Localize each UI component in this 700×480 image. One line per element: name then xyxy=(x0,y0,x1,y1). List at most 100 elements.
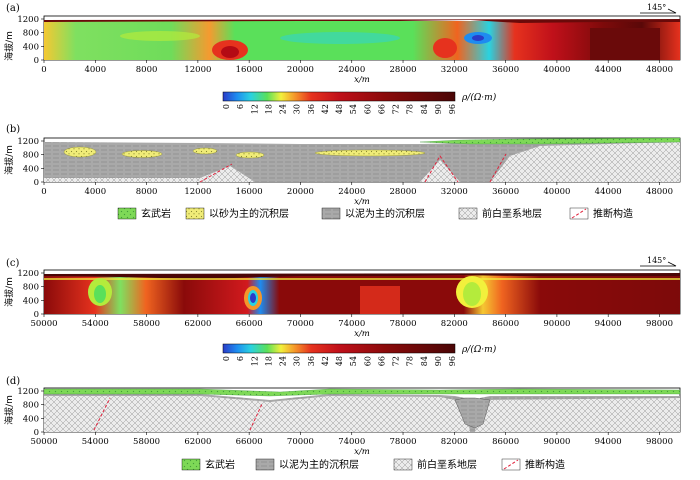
colorbar-tick-label: 96 xyxy=(448,356,457,366)
panel-a-ylabel: 海拔/m xyxy=(3,31,15,61)
legend-b-basalt-swatch xyxy=(117,207,137,220)
anomaly-a-7 xyxy=(120,31,200,41)
colorbar-tick-label: 30 xyxy=(293,356,302,366)
colorbar-tick-label: 42 xyxy=(321,356,330,366)
legend-d-fault: 推断构造 xyxy=(525,458,565,471)
x-tick-label: 66000 xyxy=(236,437,263,447)
legend-d-mud-swatch xyxy=(255,458,275,471)
y-tick-label: 0 xyxy=(34,178,39,188)
sand-lens-b-5 xyxy=(314,149,426,157)
legend-d-mud: 以泥为主的沉积层 xyxy=(279,458,359,471)
basalt-unit-d xyxy=(43,388,681,397)
x-tick-label: 32000 xyxy=(441,187,468,197)
colorbar-tick-label: 72 xyxy=(392,356,401,366)
legend-b-basement: 前白垩系地层 xyxy=(482,207,542,220)
x-tick-label: 62000 xyxy=(184,437,211,447)
x-tick-label: 74000 xyxy=(338,437,365,447)
panel-a-xlabel: x/m xyxy=(354,75,370,85)
x-tick-label: 8000 xyxy=(136,65,158,75)
surface-layer-c xyxy=(44,273,680,279)
x-tick-label: 48000 xyxy=(646,65,673,75)
panel-c-ylabel: 海拔/m xyxy=(3,277,15,307)
y-tick-label: 800 xyxy=(23,29,39,39)
legend-d-basalt: 玄武岩 xyxy=(205,458,235,471)
colorbar-tick-label: 78 xyxy=(406,104,415,114)
anomaly-a-8 xyxy=(280,32,400,44)
y-tick-label: 800 xyxy=(23,401,39,411)
colorbar-tick-label: 48 xyxy=(335,356,344,366)
panel-c-azimuth: 145° xyxy=(647,256,666,265)
x-tick-label: 62000 xyxy=(184,319,211,329)
x-tick-label: 58000 xyxy=(133,437,160,447)
colorbar-tick-label: 84 xyxy=(420,356,429,366)
legend-d-basalt-swatch xyxy=(181,458,201,471)
x-tick-label: 44000 xyxy=(595,65,622,75)
x-tick-label: 82000 xyxy=(441,437,468,447)
y-axis-b: 0 400 800 1200 xyxy=(17,137,44,188)
colorbar-2-ramp xyxy=(222,343,456,354)
colorbar-tick-label: 60 xyxy=(363,356,372,366)
azimuth-arrow-icon xyxy=(640,261,677,267)
colorbar-tick-label: 6 xyxy=(236,356,245,361)
colorbar-tick-label: 78 xyxy=(406,356,415,366)
y-tick-label: 0 xyxy=(34,56,39,66)
basement-unit-d xyxy=(44,396,680,432)
mud-basin-d xyxy=(454,397,491,429)
fault-d-1 xyxy=(93,397,111,431)
x-tick-label: 20000 xyxy=(287,187,314,197)
colorbar-tick-label: 12 xyxy=(250,356,259,366)
colorbar-tick-label: 36 xyxy=(307,356,316,366)
x-tick-label: 50000 xyxy=(30,319,57,329)
panel-a-azimuth: 145° xyxy=(647,3,666,12)
x-axis-b: 0 4000 8000 12000 16000 20000 24000 28000 32000 3… xyxy=(41,182,673,197)
x-tick-label: 98000 xyxy=(646,437,673,447)
panel-d-label: (d) xyxy=(6,376,20,387)
legend-d: 玄武岩 以泥为主的沉积层 前白垩系地层 推断构造 xyxy=(181,458,565,471)
x-tick-label: 90000 xyxy=(543,319,570,329)
anomaly-c-5 xyxy=(250,293,256,303)
basement-unit-b xyxy=(44,142,680,182)
sand-lens-b-1 xyxy=(63,146,97,158)
y-tick-label: 800 xyxy=(23,151,39,161)
anomaly-c-2 xyxy=(94,285,106,303)
colorbar-1: 0 6 12 18 24 30 36 42 48 54 60 66 72 78 84 90 96 ρ/(Ω·m) xyxy=(222,91,497,114)
y-tick-label: 1200 xyxy=(17,137,39,147)
y-tick-label: 0 xyxy=(34,428,39,438)
panel-d-xlabel: x/m xyxy=(354,447,370,457)
shallow-layer-c xyxy=(44,278,680,280)
x-tick-label: 40000 xyxy=(543,187,570,197)
colorbar-2: 0 6 12 18 24 30 36 42 48 54 60 66 72 78 84 90 96 ρ/(Ω·m) xyxy=(222,343,497,366)
x-tick-label: 50000 xyxy=(30,437,57,447)
panel-b-label: (b) xyxy=(6,124,20,135)
x-tick-label: 44000 xyxy=(595,187,622,197)
colorbar-tick-label: 54 xyxy=(349,356,358,366)
x-tick-label: 94000 xyxy=(595,319,622,329)
x-tick-label: 86000 xyxy=(492,437,519,447)
panel-c-label: (c) xyxy=(6,258,20,269)
fault-b-1 xyxy=(199,163,233,183)
colorbar-2-ticks: 0 6 12 18 24 30 36 42 48 54 60 66 72 78 84 90 96 xyxy=(222,356,457,366)
colorbar-tick-label: 60 xyxy=(363,104,372,114)
panel-a-label: (a) xyxy=(6,3,20,14)
x-axis-d: 50000 54000 58000 62000 66000 70000 74000 78000… xyxy=(30,432,673,447)
panel-d: (d) 海拔/m 0 400 800 1200 50000 54000 58000 6200… xyxy=(3,376,681,457)
colorbar-1-unit: ρ/(Ω·m) xyxy=(461,92,497,103)
x-axis-c: 50000 54000 58000 62000 66000 70000 74000 78000… xyxy=(30,314,673,329)
y-axis-d: 0 400 800 1200 xyxy=(17,387,44,438)
legend-b: 玄武岩 以砂为主的沉积层 以泥为主的沉积层 前白垩系地层 推断构造 xyxy=(117,207,633,220)
x-tick-label: 28000 xyxy=(390,187,417,197)
surface-layer-a xyxy=(44,19,680,23)
x-tick-label: 8000 xyxy=(136,187,158,197)
azimuth-arrow-icon xyxy=(640,8,677,14)
colorbar-tick-label: 0 xyxy=(222,356,231,361)
colorbar-tick-label: 66 xyxy=(377,356,386,366)
x-tick-label: 28000 xyxy=(390,65,417,75)
x-tick-label: 4000 xyxy=(84,65,106,75)
x-tick-label: 4000 xyxy=(84,187,106,197)
x-tick-label: 40000 xyxy=(543,65,570,75)
x-tick-label: 24000 xyxy=(338,65,365,75)
colorbar-tick-label: 66 xyxy=(377,104,386,114)
anomaly-a-5 xyxy=(433,38,457,58)
legend-b-mud-swatch xyxy=(321,207,341,220)
